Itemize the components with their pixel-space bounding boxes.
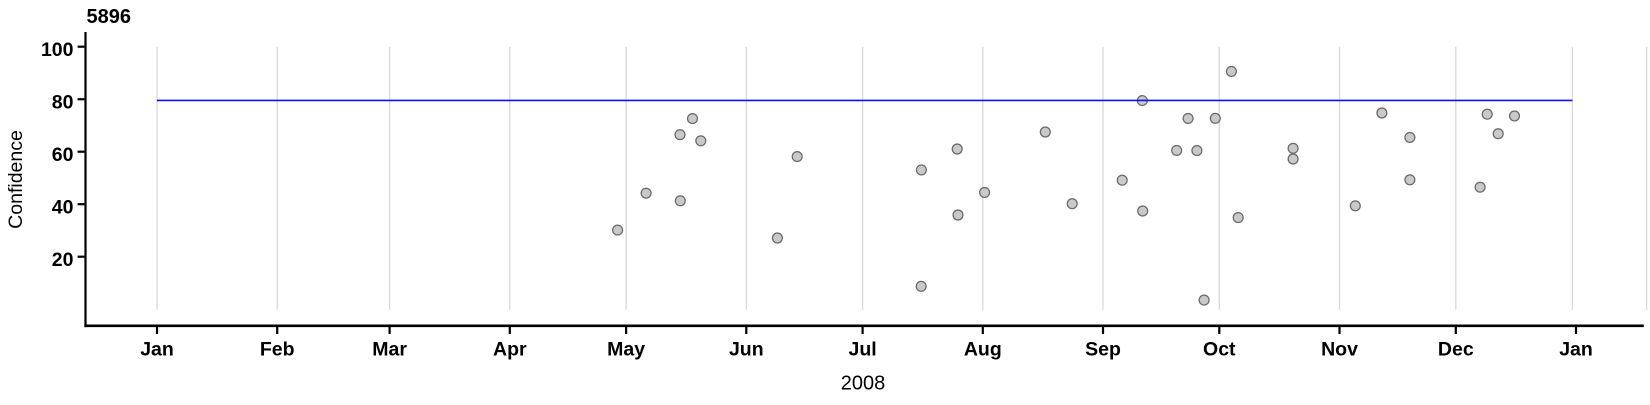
svg-text:60: 60 bbox=[52, 144, 74, 166]
svg-text:Aug: Aug bbox=[964, 338, 1002, 360]
svg-text:40: 40 bbox=[52, 196, 74, 218]
svg-text:Jan: Jan bbox=[140, 338, 174, 360]
svg-text:100: 100 bbox=[41, 39, 74, 61]
svg-text:Jul: Jul bbox=[849, 338, 877, 360]
svg-text:Jan: Jan bbox=[1559, 338, 1593, 360]
svg-text:Apr: Apr bbox=[493, 338, 527, 360]
svg-text:Mar: Mar bbox=[372, 338, 407, 360]
svg-text:2008: 2008 bbox=[841, 373, 886, 395]
svg-text:May: May bbox=[607, 338, 645, 360]
svg-text:20: 20 bbox=[52, 249, 74, 271]
svg-text:Oct: Oct bbox=[1203, 338, 1236, 360]
svg-text:Feb: Feb bbox=[260, 338, 295, 360]
svg-text:Jun: Jun bbox=[729, 338, 764, 360]
svg-text:80: 80 bbox=[52, 91, 74, 113]
svg-text:Sep: Sep bbox=[1085, 338, 1121, 360]
svg-text:Confidence: Confidence bbox=[5, 130, 27, 229]
svg-text:5896: 5896 bbox=[87, 6, 132, 28]
svg-text:Dec: Dec bbox=[1438, 338, 1474, 360]
svg-text:Nov: Nov bbox=[1321, 338, 1358, 360]
